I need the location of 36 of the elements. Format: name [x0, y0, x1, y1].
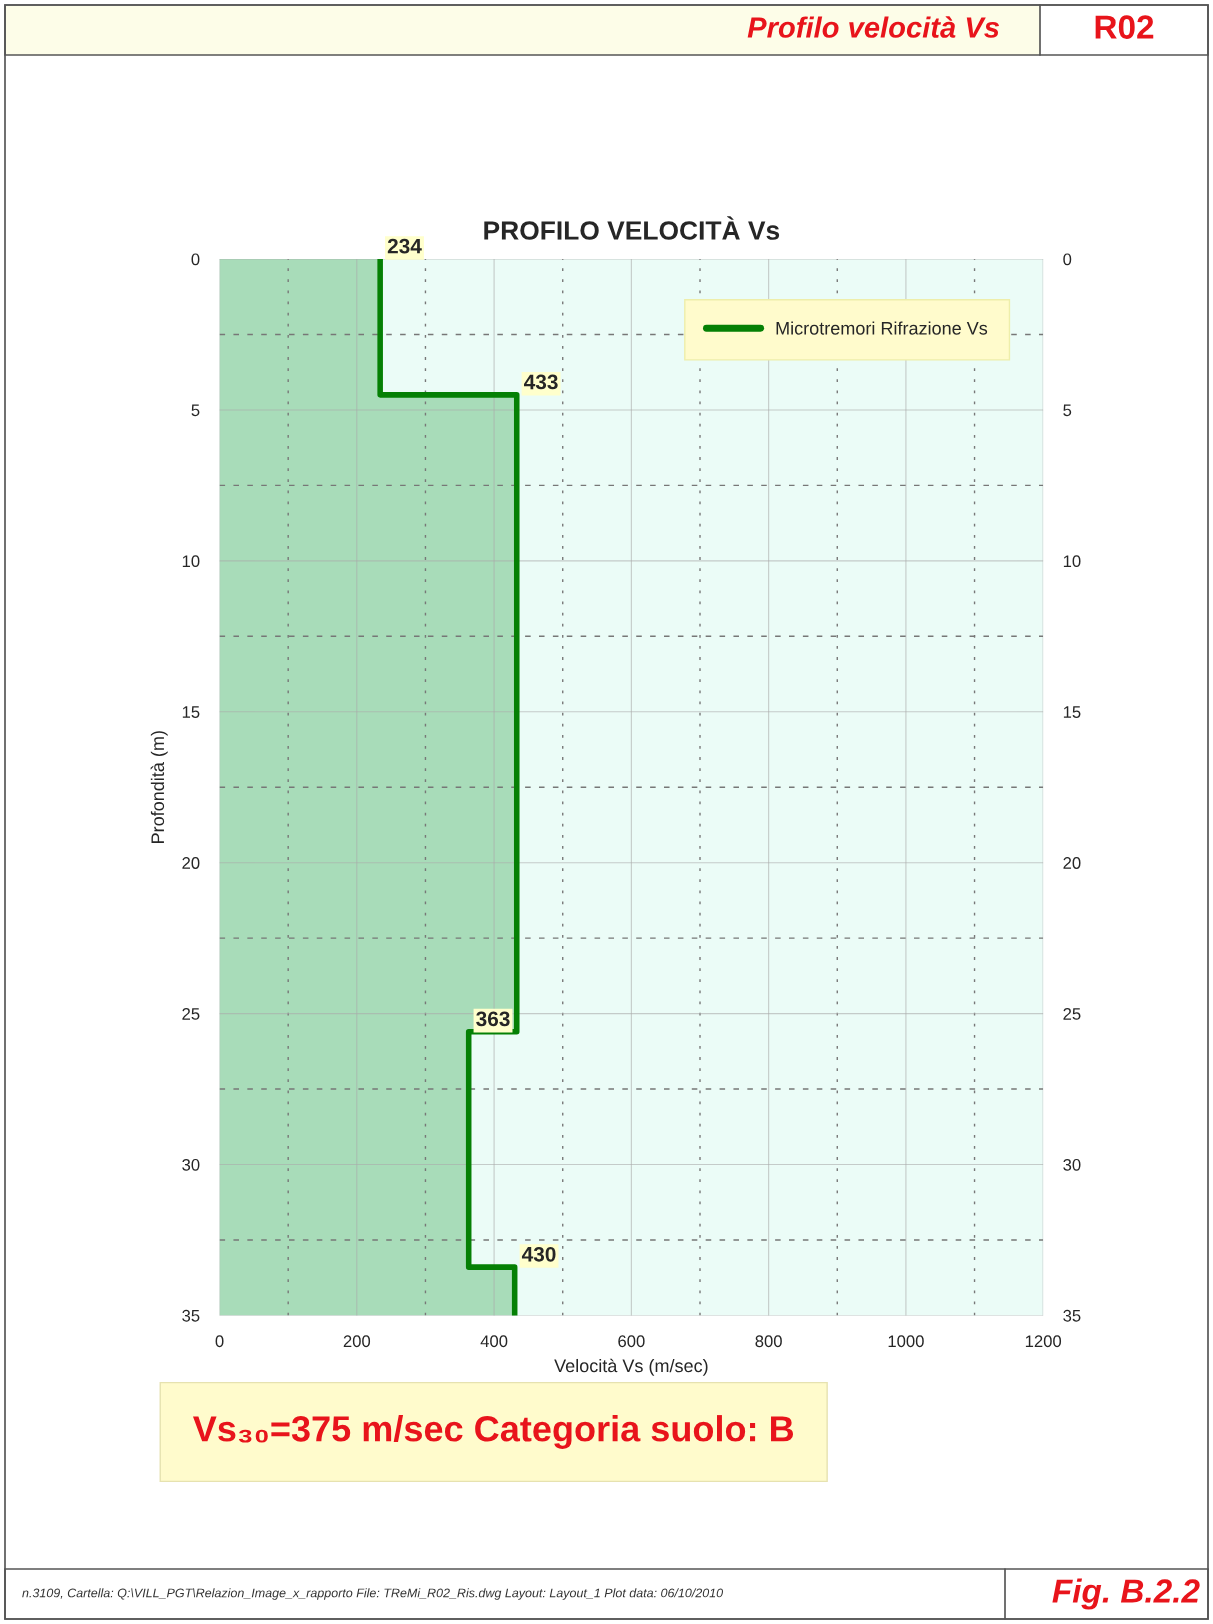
data-label: 433 — [524, 374, 558, 390]
data-label: 363 — [476, 1011, 510, 1027]
x-tick-label: 800 — [755, 1335, 782, 1348]
y-tick-label: 10 — [182, 555, 200, 568]
text: Profilo velocità Vs — [747, 16, 1000, 38]
x-tick-label: 1200 — [1025, 1335, 1062, 1348]
x-tick-label: 400 — [480, 1335, 508, 1348]
y-tick-label: 25 — [182, 1008, 200, 1020]
text: n.3109, Cartella: Q:\VILL_PGT\Relazion_Image_x_rapporto File: TReMi_R02_Ris.dwg Layout: Layout_1 Plot data: 06/10/2010 — [22, 1588, 723, 1600]
y-axis-title: Profondità (m) — [150, 731, 168, 843]
y2-tick-label: 35 — [1063, 1309, 1081, 1322]
x-tick-label: 0 — [215, 1335, 224, 1348]
y2-tick-label: 30 — [1063, 1158, 1081, 1171]
text: Fig. B.2.2 — [1052, 1578, 1200, 1610]
x-tick-label: 1000 — [888, 1335, 924, 1348]
y2-tick-label: 0 — [1063, 253, 1072, 266]
text: R02 — [1095, 15, 1154, 39]
data-label: 430 — [521, 1246, 556, 1262]
y-tick-label: 5 — [191, 404, 200, 417]
x-axis-title: Velocità Vs (m/sec) — [554, 1358, 708, 1376]
y-tick-label: 30 — [182, 1158, 200, 1171]
y2-tick-label: 20 — [1063, 857, 1081, 869]
data-label: 234 — [387, 238, 422, 254]
legend-label: Microtremori Rifrazione Vs — [776, 321, 988, 335]
y-tick-label: 35 — [182, 1309, 200, 1322]
x-tick-label: 200 — [343, 1335, 371, 1348]
y2-tick-label: 15 — [1063, 706, 1081, 718]
text: Vs₃₀=375 m/sec Categoria suolo: B — [192, 1415, 794, 1449]
chart-title: PROFILO VELOCITÀ Vs — [484, 216, 780, 240]
y-tick-label: 20 — [182, 857, 200, 869]
y-tick-label: 0 — [191, 253, 200, 266]
y2-tick-label: 25 — [1063, 1008, 1081, 1020]
y2-tick-label: 10 — [1063, 555, 1081, 568]
x-tick-label: 600 — [618, 1335, 645, 1348]
y2-tick-label: 5 — [1063, 404, 1072, 417]
y-tick-label: 15 — [182, 706, 200, 718]
